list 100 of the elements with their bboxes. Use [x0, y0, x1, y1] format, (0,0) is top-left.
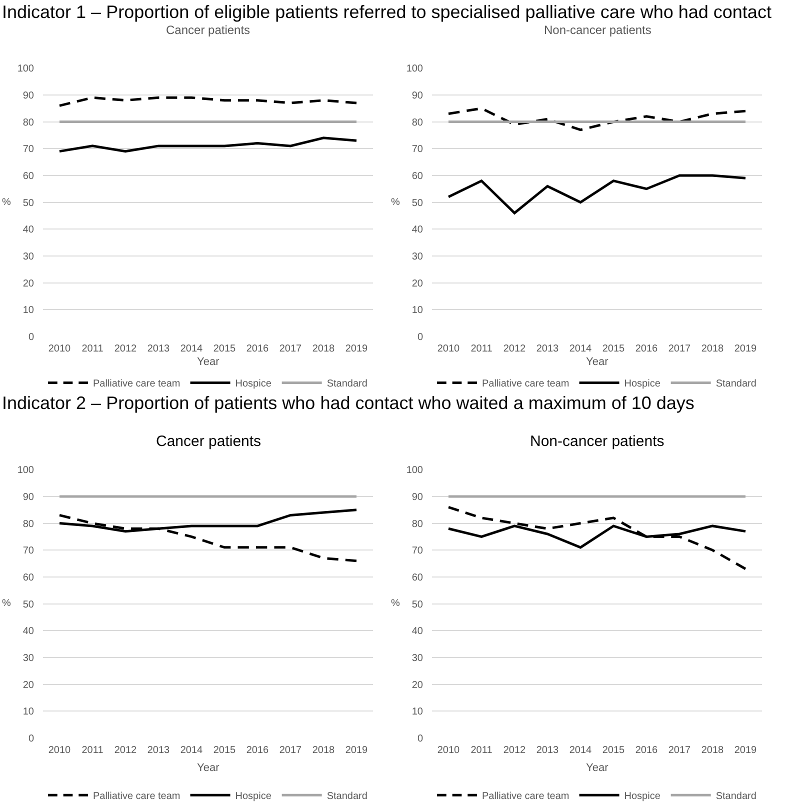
y-tick-label: 0 [417, 332, 424, 343]
x-tick-label: 2017 [279, 744, 302, 756]
line-series [447, 174, 747, 214]
chart-title: Indicator 1 – Proportion of eligible patients referred to specialised palliative care who had contact [2, 2, 772, 22]
x-tick-label: 2010 [437, 343, 460, 354]
y-tick-label: 50 [22, 198, 34, 209]
y-axis-title: % [2, 197, 11, 208]
legend-label: Hospice [235, 378, 272, 390]
x-tick-label: 2019 [734, 343, 758, 354]
legend-label: Palliative care team [482, 791, 570, 802]
y-tick-label: 30 [412, 251, 424, 262]
legend-label: Palliative care team [482, 378, 570, 390]
chart-subtitle: Non-cancer patients [530, 433, 664, 450]
y-tick-label: 80 [22, 117, 34, 128]
y-tick-label: 70 [22, 546, 34, 557]
x-tick-label: 2018 [701, 343, 724, 354]
x-tick-label: 2013 [536, 744, 560, 756]
y-tick-label: 100 [17, 64, 34, 75]
line-series [447, 107, 747, 132]
x-tick-label: 2016 [635, 343, 658, 354]
y-tick-label: 10 [412, 706, 424, 718]
y-tick-label: 30 [412, 652, 424, 664]
y-tick-label: 10 [22, 305, 34, 316]
x-tick-label: 2019 [345, 744, 368, 756]
y-tick-label: 20 [412, 278, 424, 290]
legend-label: Standard [326, 378, 368, 390]
x-tick-label: 2014 [569, 744, 592, 756]
y-tick-label: 0 [28, 332, 34, 343]
x-axis-title: Year [586, 762, 609, 774]
legend-label: Standard [326, 791, 368, 802]
x-tick-label: 2010 [48, 744, 72, 756]
y-tick-label: 40 [22, 224, 34, 236]
x-tick-label: 2010 [48, 343, 72, 354]
x-tick-label: 2011 [82, 744, 104, 756]
y-tick-label: 90 [412, 90, 424, 102]
x-tick-label: 2012 [503, 744, 526, 756]
y-tick-label: 20 [412, 680, 424, 691]
x-tick-label: 2018 [312, 343, 336, 354]
x-tick-label: 2013 [147, 343, 170, 354]
y-tick-label: 80 [412, 117, 424, 128]
y-axis-title: % [2, 598, 11, 609]
y-tick-label: 60 [412, 170, 424, 182]
y-tick-label: 60 [412, 572, 424, 584]
y-tick-label: 30 [22, 652, 34, 664]
x-tick-label: 2011 [470, 744, 493, 756]
x-tick-label: 2014 [180, 343, 204, 354]
x-tick-label: 2016 [635, 744, 658, 756]
y-axis-title: % [391, 598, 400, 609]
line-series [58, 136, 358, 153]
y-tick-label: 30 [22, 251, 34, 262]
x-tick-label: 2016 [246, 343, 270, 354]
x-tick-label: 2015 [602, 343, 626, 354]
y-tick-label: 70 [412, 144, 424, 156]
y-tick-label: 70 [22, 144, 34, 156]
y-tick-label: 0 [417, 733, 424, 744]
x-tick-label: 2014 [180, 744, 204, 756]
y-tick-label: 80 [412, 518, 424, 530]
y-tick-label: 90 [22, 90, 34, 102]
line-series [447, 506, 747, 570]
x-tick-label: 2019 [734, 744, 758, 756]
legend-label: Palliative care team [93, 378, 180, 390]
chart-subtitle: Cancer patients [166, 23, 250, 37]
x-tick-label: 2011 [82, 343, 104, 354]
y-tick-label: 10 [22, 706, 34, 718]
x-tick-label: 2017 [279, 343, 302, 354]
y-tick-label: 0 [28, 733, 34, 744]
y-tick-label: 100 [17, 465, 34, 476]
legend-label: Hospice [235, 791, 272, 802]
chart-subtitle: Non-cancer patients [544, 23, 652, 37]
x-tick-label: 2012 [114, 343, 138, 354]
legend-label: Hospice [624, 378, 661, 390]
y-tick-label: 100 [406, 465, 424, 476]
legend-label: Palliative care team [93, 791, 180, 802]
y-tick-label: 100 [406, 64, 424, 75]
y-tick-label: 90 [412, 492, 424, 503]
x-tick-label: 2012 [503, 343, 526, 354]
x-tick-label: 2013 [536, 343, 560, 354]
x-tick-label: 2015 [213, 744, 236, 756]
x-tick-label: 2015 [602, 744, 626, 756]
x-tick-label: 2019 [345, 343, 368, 354]
chart-subtitle: Cancer patients [156, 433, 262, 450]
x-tick-label: 2010 [437, 744, 460, 756]
y-tick-label: 60 [22, 170, 34, 182]
y-tick-label: 20 [22, 278, 34, 290]
chart-title: Indicator 2 – Proportion of patients who had contact who waited a maximum of 10 days [2, 393, 694, 413]
legend-label: Hospice [624, 791, 661, 802]
y-tick-label: 60 [22, 572, 34, 584]
x-tick-label: 2018 [312, 744, 336, 756]
y-tick-label: 50 [412, 599, 424, 610]
x-tick-label: 2017 [668, 343, 692, 354]
x-tick-label: 2016 [246, 744, 270, 756]
y-tick-label: 10 [412, 305, 424, 316]
legend-label: Standard [716, 378, 756, 390]
line-series [58, 96, 358, 107]
y-tick-label: 80 [22, 518, 34, 530]
x-axis-title: Year [197, 762, 220, 774]
y-tick-label: 20 [22, 680, 34, 691]
x-tick-label: 2014 [569, 343, 592, 354]
x-tick-label: 2015 [213, 343, 236, 354]
legend-label: Standard [716, 791, 756, 802]
